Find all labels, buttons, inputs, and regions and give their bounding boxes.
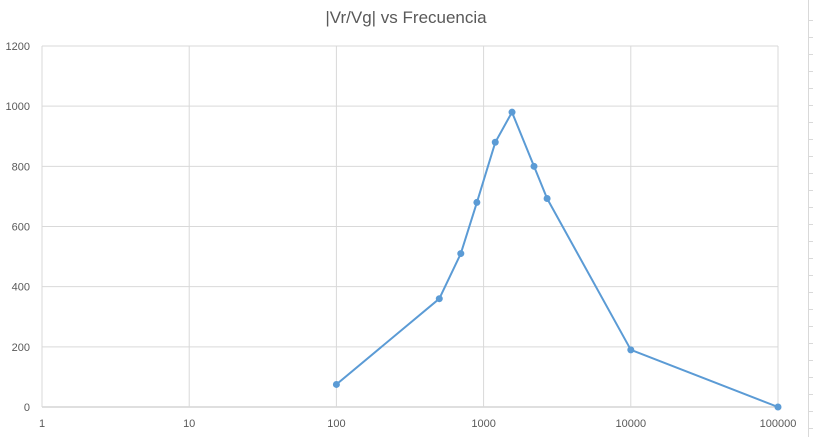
edge-tick: [809, 360, 813, 361]
data-point: [774, 403, 782, 411]
edge-tick: [809, 173, 813, 174]
chart-title: |Vr/Vg| vs Frecuencia: [325, 8, 487, 27]
data-point: [457, 250, 465, 258]
y-tick-label: 1200: [6, 41, 30, 53]
data-point: [508, 108, 516, 116]
edge-tick: [809, 105, 813, 106]
data-point: [627, 346, 635, 354]
edge-tick: [809, 428, 813, 429]
x-tick-label: 1000: [471, 418, 495, 430]
edge-tick: [809, 139, 813, 140]
edge-tick: [809, 224, 813, 225]
y-tick-label: 0: [24, 402, 30, 414]
edge-tick: [809, 207, 813, 208]
edge-tick: [809, 377, 813, 378]
x-tick-label: 100000: [760, 418, 797, 430]
edge-tick: [809, 309, 813, 310]
window-edge-ticks: [809, 0, 814, 437]
edge-tick: [809, 122, 813, 123]
y-tick-label: 600: [12, 222, 30, 234]
x-tick-label: 100: [327, 418, 345, 430]
edge-tick: [809, 71, 813, 72]
edge-tick: [809, 241, 813, 242]
edge-tick: [809, 343, 813, 344]
y-tick-label: 400: [12, 282, 30, 294]
data-point: [530, 162, 538, 170]
series-line: [335, 111, 779, 408]
x-tick-label: 1: [39, 418, 45, 430]
edge-tick: [809, 156, 813, 157]
edge-tick: [809, 411, 813, 412]
data-point: [435, 295, 443, 303]
edge-tick: [809, 54, 813, 55]
edge-tick: [809, 275, 813, 276]
y-tick-label: 1000: [6, 101, 30, 113]
edge-tick: [809, 394, 813, 395]
edge-tick: [809, 20, 813, 21]
data-point: [543, 195, 551, 203]
data-point: [332, 380, 340, 388]
y-tick-label: 200: [12, 342, 30, 354]
edge-tick: [809, 37, 813, 38]
x-tick-label: 10: [183, 418, 195, 430]
window-edge-divider: [808, 0, 809, 437]
edge-tick: [809, 292, 813, 293]
edge-tick: [809, 190, 813, 191]
data-point: [473, 198, 481, 206]
edge-tick: [809, 326, 813, 327]
x-tick-label: 10000: [616, 418, 647, 430]
edge-tick: [809, 258, 813, 259]
edge-tick: [809, 88, 813, 89]
data-point: [491, 138, 499, 146]
y-tick-label: 800: [12, 161, 30, 173]
